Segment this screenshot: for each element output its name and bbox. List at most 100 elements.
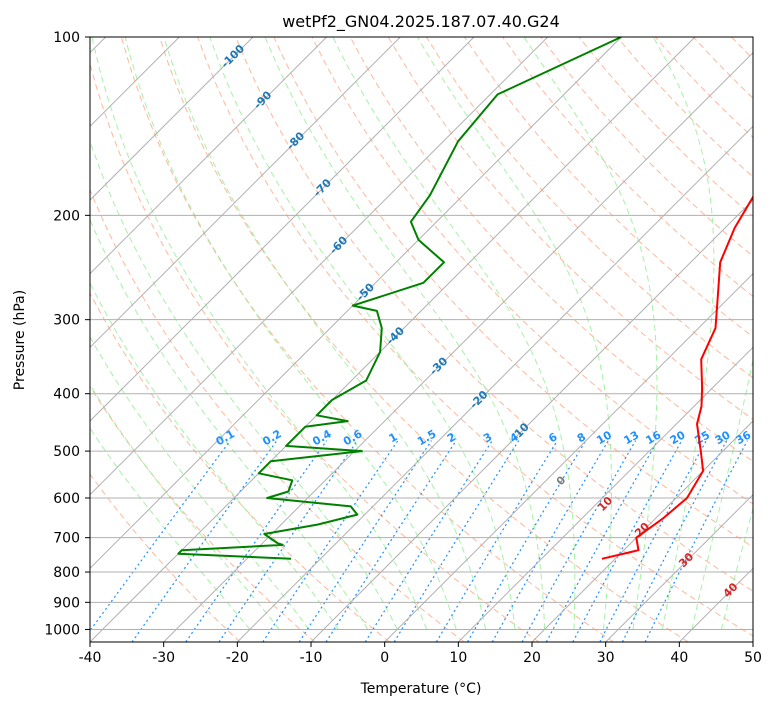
isotherm-line [90, 37, 254, 201]
moist-adiabat-label: 0 [554, 473, 569, 488]
dry-adiabat-line [159, 37, 689, 642]
mixing-ratio-line [90, 440, 231, 632]
dry-adiabat-line [578, 37, 753, 218]
isotherm-line [605, 493, 753, 642]
isotherm-labels: -100-90-80-70-60-50-40-30-20-10 [219, 42, 533, 444]
mixing-ratio-label: 1 [387, 430, 400, 445]
y-tick-label: 800 [53, 565, 80, 581]
x-tick-label: -20 [226, 650, 249, 666]
dewpoint-line [177, 37, 622, 560]
moist-adiabat-line [91, 37, 428, 630]
mixing-ratio-label: 0.1 [214, 427, 237, 448]
mixing-ratio-label: 6 [546, 430, 559, 445]
isotherm-line [90, 37, 328, 275]
dry-adiabat-line [90, 292, 390, 642]
mixing-ratio-line [621, 440, 728, 642]
y-tick-label: 100 [53, 30, 80, 46]
x-tick-label: 0 [380, 650, 389, 666]
isotherm-line [163, 51, 753, 642]
y-tick-label: 700 [53, 531, 80, 547]
mixing-ratio-label: 25 [692, 428, 712, 447]
dry-adiabat-line [692, 37, 753, 99]
y-axis: 100 200 300 400 500 600 700 800 900 1000 [44, 30, 90, 638]
y-tick-label: 500 [53, 444, 80, 460]
y-tick-label: 200 [53, 208, 80, 224]
mixing-ratio-label: 36 [733, 428, 753, 447]
dry-adiabat-line [120, 37, 614, 642]
moist-adiabat-line [90, 335, 310, 630]
isotherm-line [678, 567, 753, 642]
dry-adiabat-line [90, 62, 540, 642]
isotherm-line [531, 420, 753, 642]
x-axis-label: Temperature (°C) [360, 681, 482, 697]
mixing-ratio-label: 2 [445, 430, 458, 445]
dry-adiabat-line [502, 37, 753, 298]
dry-adiabat-line [90, 473, 241, 642]
isotherm-line [90, 37, 401, 349]
moist-adiabat-line [209, 37, 516, 630]
isotherm-line [90, 37, 475, 422]
isotherm-line [457, 346, 753, 642]
mixing-ratio-label: 1.5 [415, 427, 438, 448]
dry-adiabat-line [235, 37, 753, 592]
dry-adiabat-line [90, 385, 316, 642]
dry-adiabat-line [770, 37, 775, 642]
dry-adiabat-line [425, 37, 753, 379]
mixing-ratio-line [572, 440, 683, 642]
sounding-series [177, 37, 753, 560]
moist-adiabat-label: 10 [595, 494, 615, 514]
x-tick-label: -30 [152, 650, 175, 666]
moist-adiabat-label: 20 [632, 520, 652, 540]
background-lines [90, 37, 775, 642]
isotherm-line [90, 37, 622, 570]
dry-adiabat-line [349, 37, 753, 462]
isotherm-line [752, 641, 753, 642]
dry-adiabat-line [90, 188, 465, 642]
x-tick-label: 40 [670, 650, 688, 666]
y-tick-label: 1000 [44, 622, 80, 638]
mixing-ratio-line [521, 440, 637, 642]
dry-adiabat-line [311, 37, 753, 505]
mixing-ratio-line [599, 440, 707, 642]
moist-adiabat-line [523, 37, 658, 630]
mixing-ratio-line [262, 440, 399, 642]
y-tick-label: 600 [53, 491, 80, 507]
moist-adiabat-line [90, 383, 280, 630]
y-tick-label: 900 [53, 595, 80, 611]
y-tick-label: 400 [53, 387, 80, 403]
mixing-ratio-label: 0.4 [310, 427, 334, 448]
mixing-ratio-line [545, 440, 659, 642]
y-axis-label: Pressure (hPa) [12, 290, 28, 390]
dry-adiabat-line [387, 37, 753, 420]
moist-adiabat-line [90, 427, 251, 630]
mixing-ratio-line [131, 440, 278, 642]
mixing-ratio-label: 13 [621, 428, 641, 447]
chart-title: wetPf2_GN04.2025.187.07.40.G24 [282, 12, 560, 32]
mixing-ratio-line [644, 440, 748, 642]
mixing-ratio-label: 16 [644, 428, 664, 447]
mixing-ratio-label: 20 [668, 428, 688, 447]
dry-adiabat-line [464, 37, 753, 338]
x-axis: -40 -30 -20 -10 0 10 20 30 40 50 [79, 642, 762, 666]
mixing-ratio-label: 8 [575, 430, 588, 445]
isotherm-line [90, 37, 696, 642]
moist-adiabat-line [652, 37, 715, 630]
x-tick-label: -40 [79, 650, 102, 666]
x-tick-label: -10 [300, 650, 323, 666]
x-tick-label: 50 [744, 650, 762, 666]
moist-adiabat-line [90, 218, 369, 630]
mixing-ratio-label: 10 [594, 428, 614, 447]
moist-adiabat-line [90, 139, 398, 630]
x-tick-label: 30 [597, 650, 615, 666]
mixing-ratio-label: 3 [481, 430, 494, 445]
isotherm-line [236, 125, 753, 642]
moist-adiabat-line [417, 37, 612, 630]
dry-adiabat-line [273, 37, 753, 548]
moist-adiabat-line [90, 281, 339, 630]
moist-adiabat-line [124, 37, 457, 630]
isotherm-line [310, 199, 753, 642]
moist-adiabat-line [332, 37, 576, 630]
temperature-line [601, 195, 753, 560]
mixing-ratio-line [364, 440, 493, 642]
